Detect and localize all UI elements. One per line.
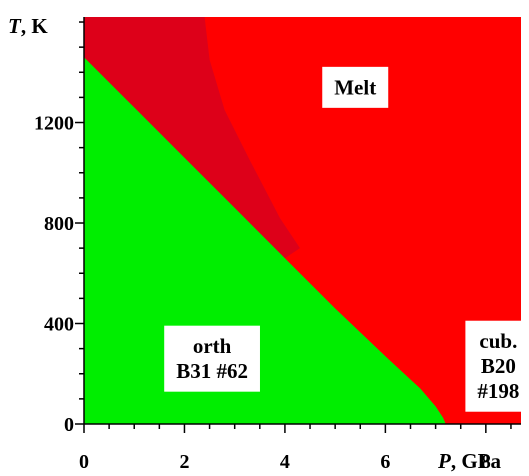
orth-label-line: B31 #62 [176,359,248,383]
cub-label-box [465,320,529,412]
y-axis-unit: , K [21,14,49,38]
melt-label-box [322,66,389,108]
cub-label: cub.B20#198 [465,320,529,412]
tick-labels: 0 2 4 6 8 0 400 800 1200 [34,113,491,473]
x-tick-label: 4 [280,451,290,473]
melt-label: Melt [322,66,389,108]
x-tick-label: 8 [481,451,491,473]
plot-area [84,17,521,424]
y-tick-label: 1200 [34,113,74,135]
x-axis-title: P, GPa [437,449,501,473]
cub-label-line: B20 [481,354,516,378]
x-tick-label: 2 [179,451,189,473]
y-axis-title: T, K [8,14,48,38]
x-tick-label: 0 [79,451,89,473]
dark-melt-region [84,17,300,259]
melt-label-line: Melt [334,75,376,99]
y-tick-label: 400 [44,314,74,336]
axes: 0 2 4 6 8 0 400 800 1200 [34,17,521,473]
y-tick-label: 0 [64,414,74,436]
ticks [75,21,512,433]
orth-label-line: orth [193,334,232,358]
x-axis-var: P [437,449,451,473]
y-axis-var: T [8,14,22,38]
cub-label-line: #198 [477,379,519,403]
x-tick-label: 6 [380,451,390,473]
orth-label-box [164,325,260,392]
x-axis-unit: , GPa [451,449,502,473]
y-tick-label: 800 [44,213,74,235]
cub-label-line: cub. [479,329,517,353]
